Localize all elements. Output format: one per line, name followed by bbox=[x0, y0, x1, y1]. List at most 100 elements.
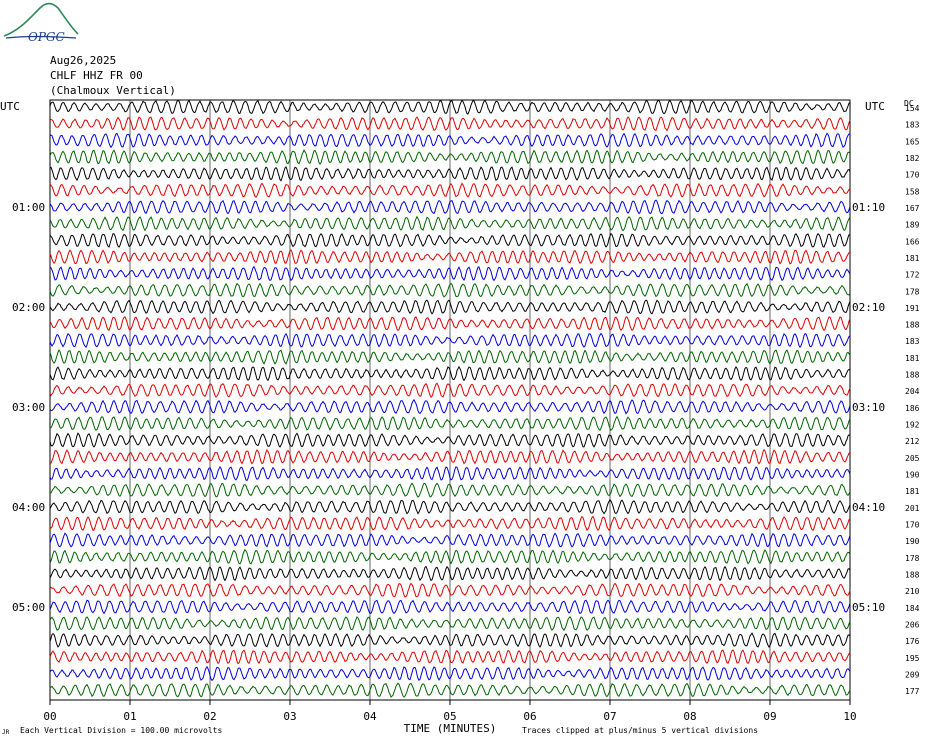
trace-line bbox=[49, 116, 851, 132]
trace-line bbox=[49, 498, 851, 515]
trace-line bbox=[49, 182, 851, 198]
trace-line bbox=[49, 582, 851, 598]
dc-offset-label: 184 bbox=[905, 604, 920, 613]
left-utc-title: UTC bbox=[0, 100, 20, 113]
dc-offset-label: 186 bbox=[905, 404, 920, 413]
right-time-label: 03:10 bbox=[852, 401, 885, 414]
trace-line bbox=[49, 432, 851, 448]
trace-line bbox=[49, 232, 851, 248]
trace-line bbox=[49, 632, 851, 648]
dc-offset-label: 191 bbox=[905, 304, 920, 313]
left-time-label: 02:00 bbox=[12, 301, 45, 314]
logo-lettering: OPGC bbox=[28, 30, 65, 44]
trace-line bbox=[49, 149, 851, 165]
dc-offset-label: 190 bbox=[905, 537, 920, 546]
dc-offset-label: 182 bbox=[905, 154, 920, 163]
dc-offset-label: 154 bbox=[905, 104, 920, 113]
x-tick-label: 04 bbox=[363, 710, 377, 723]
trace-line bbox=[49, 482, 851, 498]
dc-offset-label: 158 bbox=[905, 187, 920, 196]
trace-line bbox=[49, 282, 851, 298]
scale-note: Each Vertical Division = 100.00 microvol… bbox=[20, 726, 222, 735]
trace-line bbox=[49, 465, 851, 482]
dc-offset-label: 189 bbox=[905, 221, 920, 230]
dc-offset-label: 205 bbox=[905, 454, 920, 463]
x-tick-label: 02 bbox=[203, 710, 216, 723]
trace-line bbox=[49, 316, 851, 332]
dc-offset-label: 201 bbox=[905, 504, 920, 513]
dc-offset-label: 170 bbox=[905, 521, 920, 530]
trace-line bbox=[49, 199, 851, 215]
x-tick-label: 01 bbox=[123, 710, 136, 723]
dc-offset-label: 195 bbox=[905, 654, 920, 663]
x-tick-label: 10 bbox=[843, 710, 856, 723]
left-time-label: 01:00 bbox=[12, 201, 45, 214]
dc-column-title: DC bbox=[904, 99, 914, 108]
dc-offset-label: 166 bbox=[905, 237, 920, 246]
dc-offset-label: 183 bbox=[905, 337, 920, 346]
dc-offset-label: 188 bbox=[905, 321, 920, 330]
right-time-label: 05:10 bbox=[852, 601, 885, 614]
trace-line bbox=[49, 599, 851, 615]
x-tick-label: 06 bbox=[523, 710, 536, 723]
x-axis-title: TIME (MINUTES) bbox=[404, 722, 497, 735]
station-label: CHLF HHZ FR 00 bbox=[50, 69, 143, 82]
dc-offset-label: 210 bbox=[905, 587, 920, 596]
trace-line bbox=[49, 249, 851, 265]
dc-offset-label: 188 bbox=[905, 570, 920, 579]
dc-offset-label: 190 bbox=[905, 471, 920, 480]
trace-line bbox=[49, 165, 851, 182]
trace-layer bbox=[49, 99, 851, 698]
dc-offset-label: 209 bbox=[905, 670, 920, 679]
opgc-logo: OPGC bbox=[3, 2, 79, 44]
clip-note: Traces clipped at plus/minus 5 vertical … bbox=[522, 726, 758, 735]
left-time-label: 04:00 bbox=[12, 501, 45, 514]
trace-line bbox=[49, 349, 851, 365]
date-label: Aug26,2025 bbox=[50, 54, 117, 67]
label-layer: 00 01 02 03 04 05 06 07 08 09 10 154 183 165 182 170 158… bbox=[0, 99, 920, 736]
right-time-label: 02:10 bbox=[852, 301, 885, 314]
trace-line bbox=[49, 398, 851, 415]
dc-offset-label: 192 bbox=[905, 421, 920, 430]
trace-line bbox=[49, 99, 851, 115]
dc-offset-label: 170 bbox=[905, 171, 920, 180]
dc-offset-label: 178 bbox=[905, 554, 920, 563]
dc-offset-label: 176 bbox=[905, 637, 920, 646]
location-label: (Chalmoux Vertical) bbox=[50, 84, 176, 97]
right-utc-title: UTC bbox=[865, 100, 885, 113]
left-time-label: 05:00 bbox=[12, 601, 45, 614]
dc-offset-label: 181 bbox=[905, 354, 920, 363]
dc-offset-label: 181 bbox=[905, 254, 920, 263]
trace-line bbox=[49, 565, 851, 582]
trace-line bbox=[49, 332, 851, 349]
trace-line bbox=[49, 649, 851, 665]
trace-line bbox=[49, 299, 851, 315]
trace-line bbox=[49, 515, 851, 532]
footer-mark: JR bbox=[2, 729, 10, 736]
trace-line bbox=[49, 415, 851, 432]
dc-offset-label: 206 bbox=[905, 620, 920, 629]
trace-line bbox=[49, 665, 851, 682]
trace-line bbox=[49, 682, 851, 698]
trace-line bbox=[49, 215, 851, 232]
dc-offset-label: 181 bbox=[905, 487, 920, 496]
dc-offset-label: 172 bbox=[905, 271, 920, 280]
trace-line bbox=[49, 548, 851, 565]
x-tick-label: 03 bbox=[283, 710, 296, 723]
dc-offset-label: 188 bbox=[905, 371, 920, 380]
trace-line bbox=[49, 365, 851, 382]
x-tick-label: 09 bbox=[763, 710, 776, 723]
trace-line bbox=[49, 615, 851, 632]
right-time-label: 01:10 bbox=[852, 201, 885, 214]
dc-offset-label: 178 bbox=[905, 287, 920, 296]
trace-line bbox=[49, 132, 851, 149]
x-tick-label: 00 bbox=[43, 710, 56, 723]
x-tick-label: 07 bbox=[603, 710, 616, 723]
dc-offset-label: 183 bbox=[905, 121, 920, 130]
x-tick-label: 08 bbox=[683, 710, 696, 723]
dc-offset-label: 177 bbox=[905, 687, 920, 696]
right-time-label: 04:10 bbox=[852, 501, 885, 514]
trace-line bbox=[49, 448, 851, 465]
x-tick-label: 05 bbox=[443, 710, 456, 723]
